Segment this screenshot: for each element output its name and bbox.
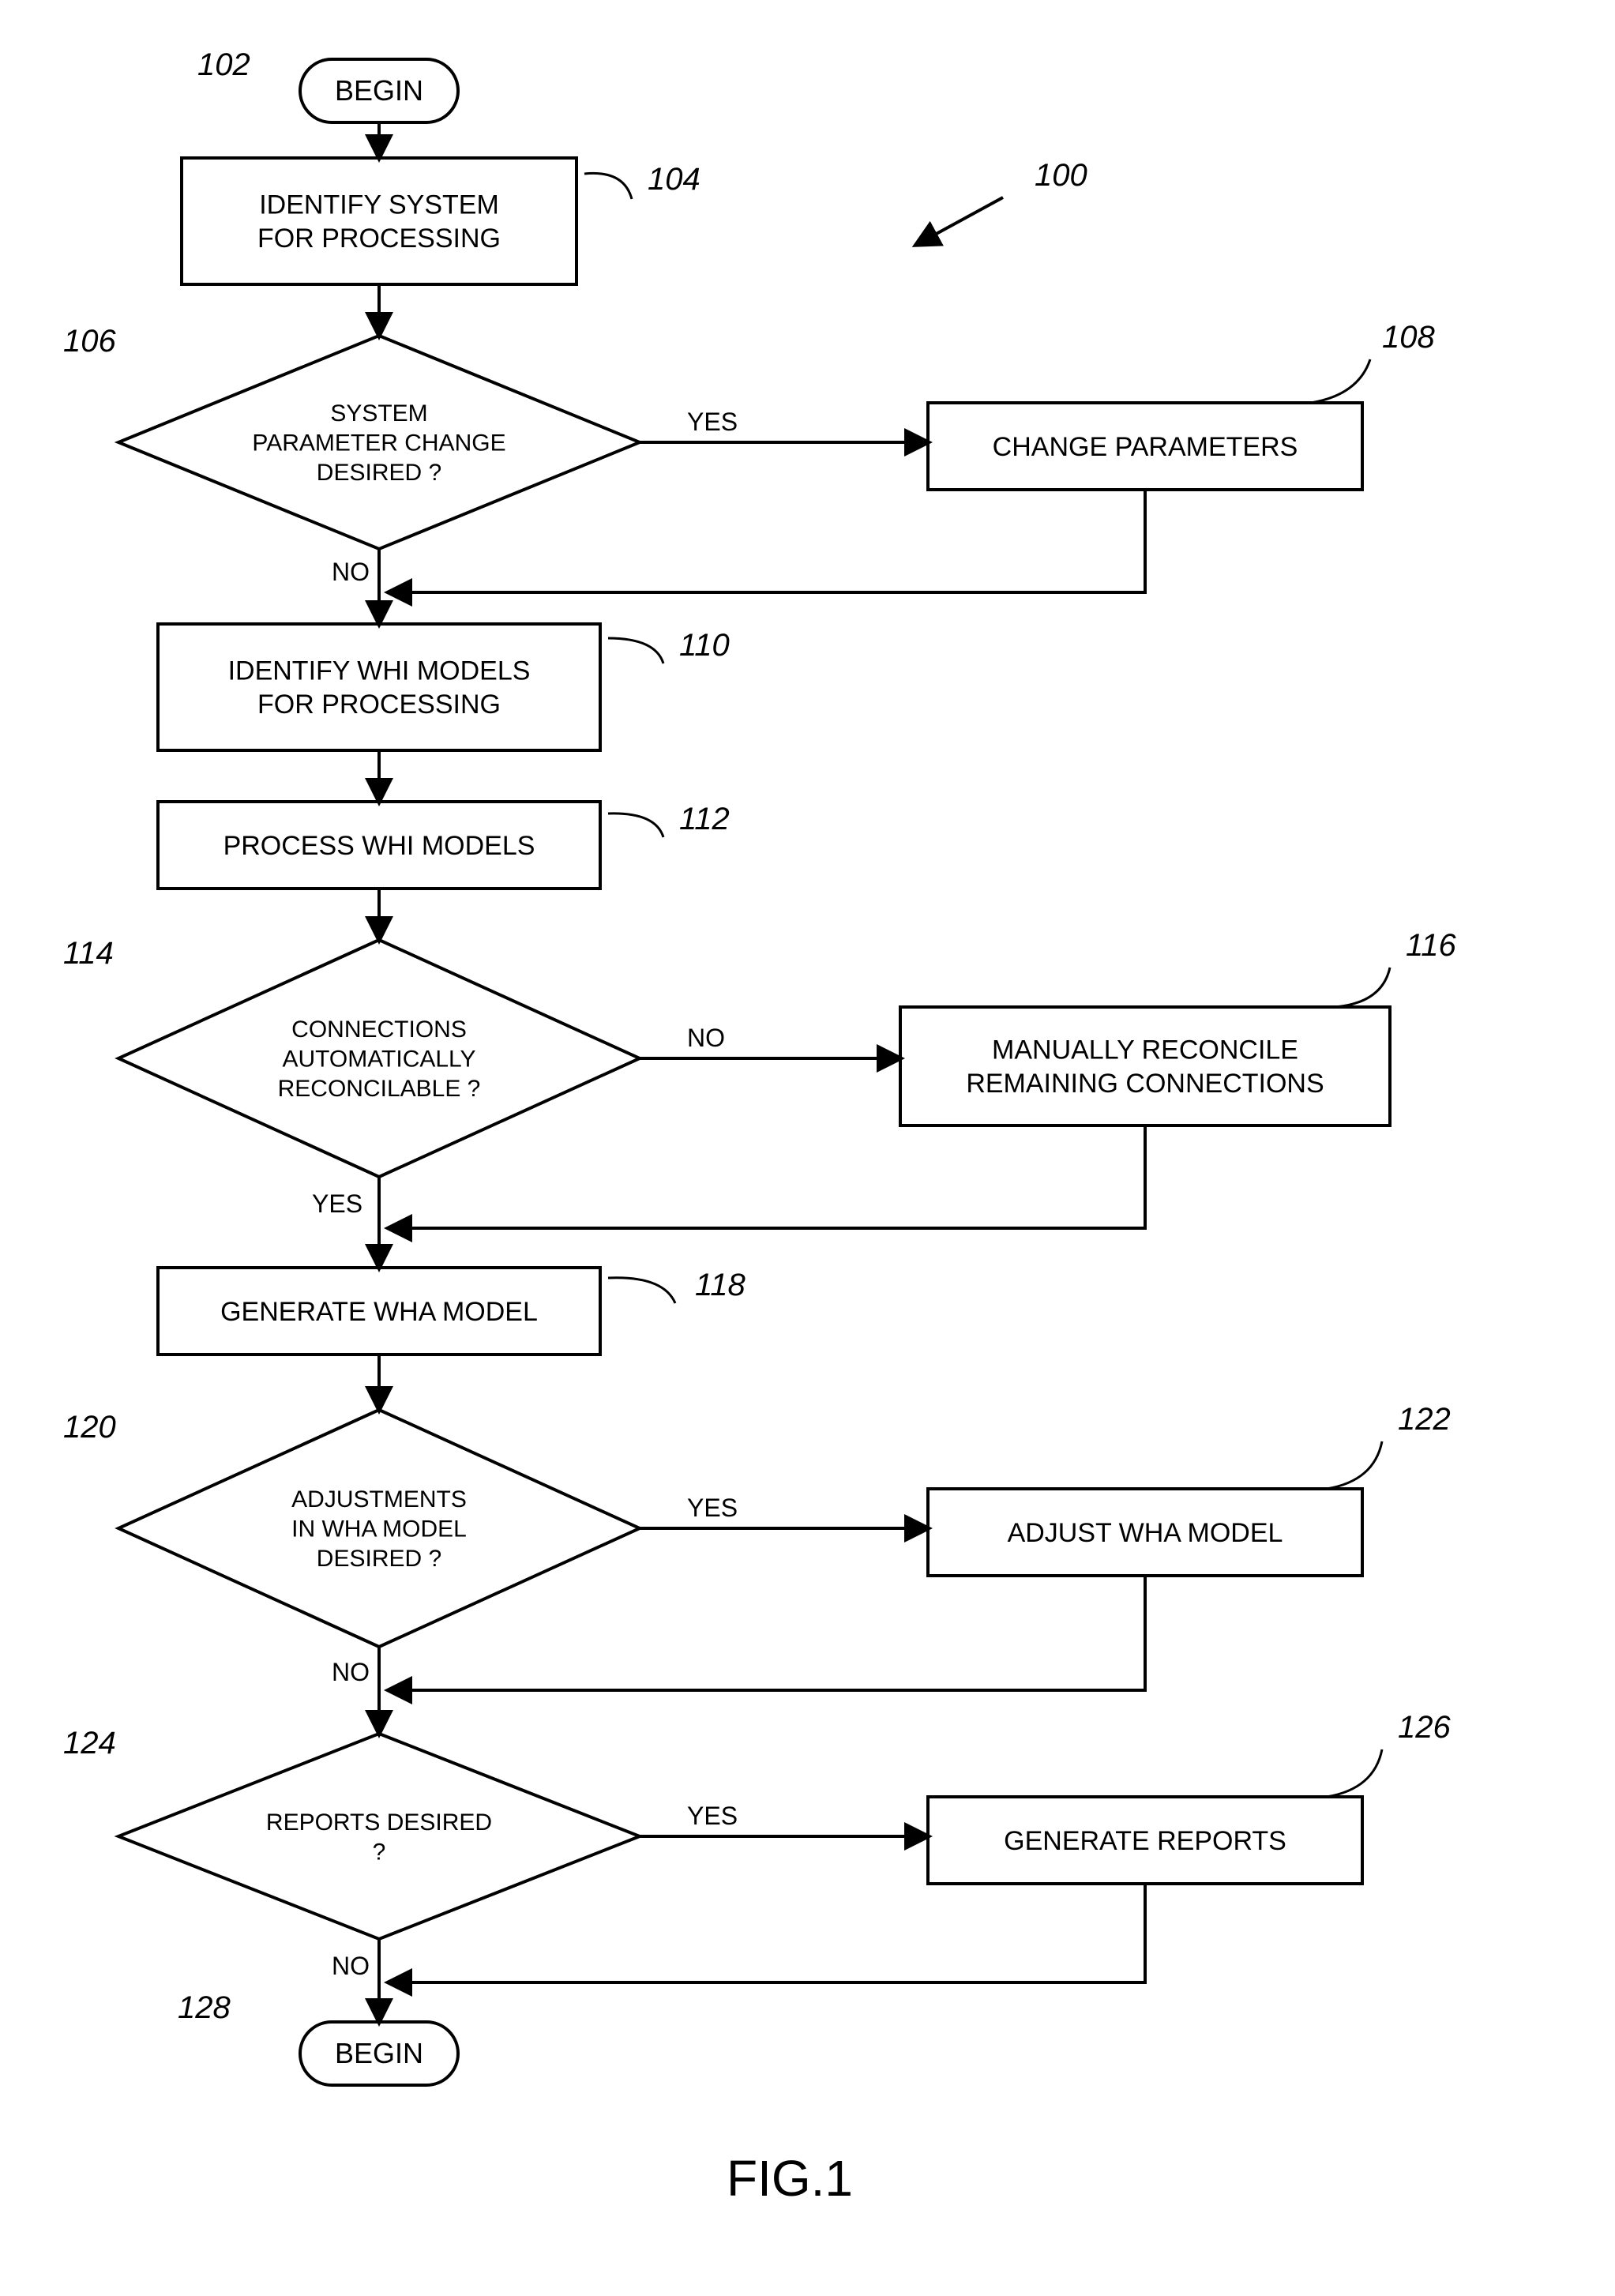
edge-n120-n122: YES [640, 1494, 928, 1528]
node-n126: GENERATE REPORTS 126 [928, 1710, 1451, 1884]
edge-label: YES [687, 408, 738, 436]
edge-label: NO [332, 1952, 370, 1980]
edge-label: NO [332, 558, 370, 586]
edge-n124-n128: NO [332, 1939, 379, 2022]
ref-number: 116 [1406, 928, 1457, 963]
ref-number: 126 [1398, 1710, 1451, 1745]
process-label: MANUALLY RECONCILE [992, 1035, 1298, 1065]
ref-number: 102 [197, 47, 250, 82]
process-label: GENERATE REPORTS [1004, 1826, 1286, 1856]
node-n114: CONNECTIONS AUTOMATICALLY RECONCILABLE ? 11… [63, 936, 640, 1177]
node-n102: BEGIN 102 [197, 47, 458, 122]
edge-label: NO [687, 1024, 725, 1052]
ref-number: 128 [178, 1990, 231, 2025]
ref-number: 110 [679, 628, 730, 663]
decision-label: AUTOMATICALLY [282, 1047, 475, 1073]
edge-n120-n124: NO [332, 1647, 379, 1734]
node-n122: ADJUST WHA MODEL 122 [928, 1402, 1451, 1576]
process-label: IDENTIFY WHI MODELS [228, 656, 531, 686]
node-n108: CHANGE PARAMETERS 108 [928, 320, 1435, 490]
decision-label: PARAMETER CHANGE [252, 430, 505, 457]
process-label: IDENTIFY SYSTEM [259, 190, 499, 220]
ref-number: 104 [648, 162, 700, 197]
ref-number: 112 [679, 802, 730, 836]
ref-leader [1327, 1749, 1382, 1797]
ref-number: 118 [695, 1268, 746, 1302]
process-label: REMAINING CONNECTIONS [966, 1069, 1324, 1099]
ref-leader [1335, 968, 1390, 1007]
ref-leader [608, 814, 663, 837]
decision-label: ADJUSTMENTS [291, 1486, 467, 1513]
decision-label: IN WHA MODEL [291, 1516, 467, 1543]
node-n104: IDENTIFY SYSTEM FOR PROCESSING 104 [182, 158, 700, 284]
edge-n106-n108: YES [640, 408, 928, 442]
ref-number: 100 [1035, 158, 1087, 193]
decision-label: ? [373, 1839, 386, 1865]
edge-n126-merge124 [379, 1884, 1145, 1992]
ref-number: 122 [1398, 1402, 1451, 1437]
edge-n114-n116: NO [640, 1024, 900, 1058]
edge-n114-n118: YES [312, 1177, 379, 1268]
ref-number: 108 [1382, 320, 1435, 355]
edge-label: YES [312, 1189, 362, 1218]
node-n124: REPORTS DESIRED? 124 [63, 1726, 640, 1939]
edge-n124-n126: YES [640, 1802, 928, 1836]
terminator-label: BEGIN [335, 74, 423, 107]
node-n110: IDENTIFY WHI MODELS FOR PROCESSING 110 [158, 624, 730, 750]
node-n128: BEGIN 128 [178, 1990, 458, 2085]
node-n118: GENERATE WHA MODEL 118 [158, 1268, 746, 1355]
process-label: CHANGE PARAMETERS [993, 432, 1298, 462]
decision-label: CONNECTIONS [291, 1016, 467, 1043]
decision-label: REPORTS DESIRED [266, 1809, 492, 1836]
process-label: GENERATE WHA MODEL [220, 1297, 538, 1327]
node-n112: PROCESS WHI MODELS 112 [158, 802, 730, 889]
ref-number: 120 [63, 1410, 116, 1445]
overall-ref: 100 [916, 158, 1087, 245]
edge-n108-merge106 [379, 490, 1145, 602]
flowchart-diagram: YES NO NO YES YES NO YES NO BEGIN 102 IDENTIFY SY… [0, 0, 1615, 2296]
edge-label: YES [687, 1494, 738, 1522]
ref-leader [608, 638, 663, 663]
decision-label: RECONCILABLE ? [278, 1076, 481, 1102]
ref-leader [608, 1278, 675, 1303]
process-label: PROCESS WHI MODELS [223, 831, 535, 861]
edge-n116-merge114 [379, 1125, 1145, 1238]
node-n120: ADJUSTMENTS IN WHA MODEL DESIRED ? 120 [63, 1410, 640, 1647]
ref-leader [1311, 359, 1370, 403]
edge-label: NO [332, 1658, 370, 1686]
decision-label: DESIRED ? [317, 1546, 441, 1572]
ref-leader [584, 173, 632, 199]
edge-label: YES [687, 1802, 738, 1830]
ref-number: 114 [63, 936, 114, 971]
edge-n106-n110: NO [332, 549, 379, 624]
figure-caption: FIG.1 [727, 2150, 853, 2207]
decision-label: SYSTEM [330, 400, 427, 427]
process-label: FOR PROCESSING [257, 224, 501, 254]
ref-number: 106 [63, 324, 116, 359]
ref-leader [1327, 1441, 1382, 1489]
process-label: ADJUST WHA MODEL [1008, 1518, 1283, 1548]
decision-label: DESIRED ? [317, 460, 441, 486]
node-n106: SYSTEM PARAMETER CHANGE DESIRED ? 106 [63, 324, 640, 549]
process-label: FOR PROCESSING [257, 690, 501, 720]
ref-number: 124 [63, 1726, 116, 1761]
node-n116: MANUALLY RECONCILE REMAINING CONNECTIONS 1… [900, 928, 1457, 1125]
terminator-label: BEGIN [335, 2037, 423, 2069]
